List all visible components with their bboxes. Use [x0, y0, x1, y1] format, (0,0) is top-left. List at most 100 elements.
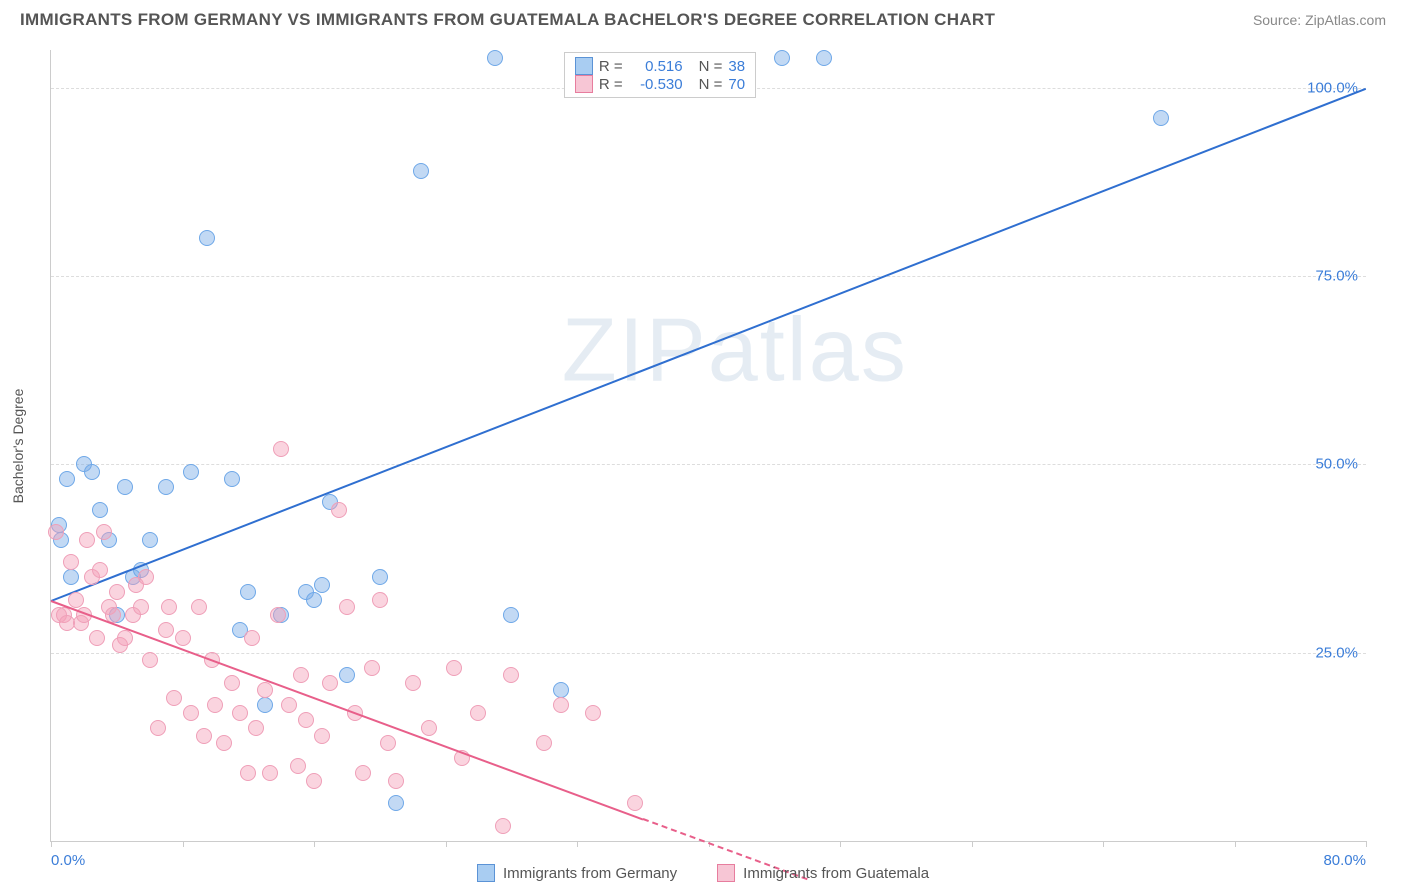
- data-point: [199, 230, 215, 246]
- x-tick: [1103, 841, 1104, 847]
- data-point: [470, 705, 486, 721]
- source-label: Source: ZipAtlas.com: [1253, 12, 1386, 28]
- data-point: [405, 675, 421, 691]
- data-point: [142, 532, 158, 548]
- data-point: [364, 660, 380, 676]
- y-axis-title: Bachelor's Degree: [10, 389, 26, 504]
- legend-item-guatemala: Immigrants from Guatemala: [717, 864, 929, 882]
- data-point: [372, 569, 388, 585]
- x-tick: [183, 841, 184, 847]
- data-point: [224, 675, 240, 691]
- data-point: [331, 502, 347, 518]
- stats-row: R = -0.530 N = 70: [575, 75, 745, 93]
- data-point: [92, 562, 108, 578]
- x-tick: [577, 841, 578, 847]
- data-point: [158, 622, 174, 638]
- data-point: [224, 471, 240, 487]
- header: IMMIGRANTS FROM GERMANY VS IMMIGRANTS FR…: [0, 0, 1406, 36]
- data-point: [306, 592, 322, 608]
- stats-n-label: N =: [699, 76, 723, 93]
- data-point: [257, 697, 273, 713]
- data-point: [262, 765, 278, 781]
- x-tick: [1235, 841, 1236, 847]
- data-point: [270, 607, 286, 623]
- data-point: [816, 50, 832, 66]
- stats-r-label: R =: [599, 58, 623, 75]
- data-point: [413, 163, 429, 179]
- y-tick-label: 75.0%: [1315, 268, 1358, 285]
- data-point: [196, 728, 212, 744]
- data-point: [240, 584, 256, 600]
- legend-swatch-guatemala: [717, 864, 735, 882]
- data-point: [133, 599, 149, 615]
- legend-label-guatemala: Immigrants from Guatemala: [743, 865, 929, 882]
- data-point: [138, 569, 154, 585]
- data-point: [774, 50, 790, 66]
- data-point: [216, 735, 232, 751]
- data-point: [109, 584, 125, 600]
- stats-n-value: 38: [728, 58, 745, 75]
- data-point: [68, 592, 84, 608]
- data-point: [503, 667, 519, 683]
- legend-item-germany: Immigrants from Germany: [477, 864, 677, 882]
- x-tick: [1366, 841, 1367, 847]
- data-point: [298, 712, 314, 728]
- data-point: [248, 720, 264, 736]
- legend-swatch-germany: [477, 864, 495, 882]
- data-point: [158, 479, 174, 495]
- data-point: [63, 554, 79, 570]
- chart-plot-area: ZIPatlas 25.0%50.0%75.0%100.0%0.0%80.0%R…: [50, 50, 1366, 842]
- stats-r-label: R =: [599, 76, 623, 93]
- x-tick: [314, 841, 315, 847]
- data-point: [92, 502, 108, 518]
- stats-legend-box: R =0.516N =38R = -0.530 N = 70: [564, 52, 756, 98]
- bottom-legend: Immigrants from Germany Immigrants from …: [0, 864, 1406, 882]
- data-point: [293, 667, 309, 683]
- stats-row: R =0.516N =38: [575, 57, 745, 75]
- data-point: [314, 577, 330, 593]
- y-tick-label: 50.0%: [1315, 456, 1358, 473]
- data-point: [553, 697, 569, 713]
- stats-swatch: [575, 75, 593, 93]
- legend-label-germany: Immigrants from Germany: [503, 865, 677, 882]
- data-point: [380, 735, 396, 751]
- x-tick: [51, 841, 52, 847]
- grid-line: [51, 276, 1366, 277]
- data-point: [421, 720, 437, 736]
- x-tick: [446, 841, 447, 847]
- data-point: [290, 758, 306, 774]
- data-point: [388, 795, 404, 811]
- data-point: [117, 479, 133, 495]
- data-point: [232, 705, 248, 721]
- data-point: [487, 50, 503, 66]
- data-point: [240, 765, 256, 781]
- stats-r-value: -0.530: [629, 76, 683, 93]
- trend-line: [51, 88, 1367, 602]
- stats-n-value: 70: [728, 76, 745, 93]
- data-point: [306, 773, 322, 789]
- x-tick: [972, 841, 973, 847]
- data-point: [372, 592, 388, 608]
- data-point: [314, 728, 330, 744]
- data-point: [257, 682, 273, 698]
- data-point: [585, 705, 601, 721]
- data-point: [175, 630, 191, 646]
- data-point: [355, 765, 371, 781]
- watermark: ZIPatlas: [562, 299, 908, 402]
- y-tick-label: 25.0%: [1315, 644, 1358, 661]
- data-point: [166, 690, 182, 706]
- data-point: [503, 607, 519, 623]
- grid-line: [51, 653, 1366, 654]
- data-point: [627, 795, 643, 811]
- data-point: [244, 630, 260, 646]
- data-point: [150, 720, 166, 736]
- data-point: [495, 818, 511, 834]
- data-point: [273, 441, 289, 457]
- data-point: [161, 599, 177, 615]
- data-point: [191, 599, 207, 615]
- data-point: [322, 675, 338, 691]
- data-point: [388, 773, 404, 789]
- data-point: [1153, 110, 1169, 126]
- chart-title: IMMIGRANTS FROM GERMANY VS IMMIGRANTS FR…: [20, 10, 995, 30]
- data-point: [553, 682, 569, 698]
